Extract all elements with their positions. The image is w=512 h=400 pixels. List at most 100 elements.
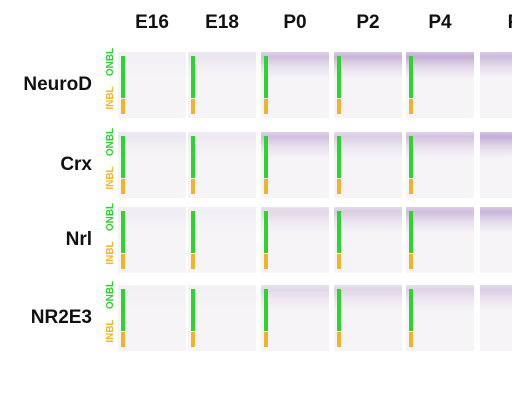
inbl-bar [191, 332, 195, 347]
onbl-bar [264, 56, 268, 98]
inbl-bar [121, 179, 125, 194]
stain-band [261, 52, 329, 79]
inbl-bar [191, 99, 195, 114]
micrograph-panel [261, 52, 329, 118]
micrograph-panel [480, 285, 512, 351]
stain-band [334, 132, 402, 159]
micrograph-panel [334, 285, 402, 351]
onbl-bar [409, 56, 413, 98]
onbl-label: ONBL [105, 202, 116, 232]
stain-band [480, 285, 512, 312]
onbl-bar [264, 211, 268, 253]
micrograph-panel [261, 132, 329, 198]
inbl-bar [191, 254, 195, 269]
column-label-p2: P2 [356, 12, 380, 33]
inbl-bar [337, 99, 341, 114]
inbl-bar [409, 179, 413, 194]
layer-label-group: ONBL INBL [105, 48, 116, 118]
micrograph-panel [118, 285, 186, 351]
stain-band [118, 207, 186, 234]
micrograph-panel [188, 285, 256, 351]
onbl-label: ONBL [105, 127, 116, 157]
stain-band [118, 132, 186, 159]
stain-band [118, 52, 186, 79]
stain-band [334, 207, 402, 234]
onbl-bar [121, 56, 125, 98]
inbl-bar [337, 254, 341, 269]
inbl-label: INBL [105, 86, 116, 110]
stain-band [334, 52, 402, 79]
micrograph-panel [406, 52, 474, 118]
row-label-crx: Crx [60, 154, 92, 175]
onbl-bar [121, 136, 125, 178]
onbl-bar [191, 56, 195, 98]
layer-label-group: ONBL INBL [105, 128, 116, 198]
onbl-bar [121, 289, 125, 331]
onbl-bar [191, 136, 195, 178]
micrograph-panel [334, 52, 402, 118]
stain-band [261, 285, 329, 312]
micrograph-panel [480, 132, 512, 198]
micrograph-panel [188, 207, 256, 273]
micrograph-panel [118, 52, 186, 118]
stain-band [188, 285, 256, 312]
stain-band [334, 285, 402, 312]
micrograph-panel [406, 285, 474, 351]
micrograph-panel [188, 52, 256, 118]
onbl-bar [264, 289, 268, 331]
onbl-bar [337, 56, 341, 98]
layer-label-group: ONBL INBL [105, 203, 116, 273]
micrograph-panel [406, 207, 474, 273]
onbl-bar [337, 136, 341, 178]
inbl-label: INBL [105, 166, 116, 190]
stain-band [480, 52, 512, 79]
micrograph-panel [261, 207, 329, 273]
onbl-bar [121, 211, 125, 253]
onbl-bar [191, 289, 195, 331]
micrograph-panel [480, 207, 512, 273]
inbl-bar [409, 254, 413, 269]
stain-band [261, 132, 329, 159]
inbl-bar [191, 179, 195, 194]
stain-band [480, 207, 512, 234]
onbl-bar [409, 289, 413, 331]
inbl-bar [409, 332, 413, 347]
onbl-label: ONBL [105, 280, 116, 310]
inbl-bar [121, 99, 125, 114]
inbl-bar [264, 179, 268, 194]
stain-band [406, 207, 474, 234]
onbl-label: ONBL [105, 47, 116, 77]
stain-band [406, 285, 474, 312]
inbl-bar [121, 332, 125, 347]
inbl-bar [409, 99, 413, 114]
stain-band [406, 52, 474, 79]
stain-band [188, 207, 256, 234]
onbl-bar [191, 211, 195, 253]
stain-band [188, 132, 256, 159]
inbl-bar [337, 179, 341, 194]
stain-band [188, 52, 256, 79]
micrograph-panel [406, 132, 474, 198]
micrograph-panel [334, 132, 402, 198]
inbl-bar [264, 254, 268, 269]
inbl-bar [264, 99, 268, 114]
column-label-e18: E18 [205, 12, 239, 33]
micrograph-panel [261, 285, 329, 351]
micrograph-panel [188, 132, 256, 198]
inbl-label: INBL [105, 319, 116, 343]
stain-band [261, 207, 329, 234]
onbl-bar [264, 136, 268, 178]
onbl-bar [337, 211, 341, 253]
micrograph-panel [118, 207, 186, 273]
inbl-label: INBL [105, 241, 116, 265]
stain-band [406, 132, 474, 159]
micrograph-panel [118, 132, 186, 198]
column-label-p: P [508, 10, 512, 36]
column-label-e16: E16 [135, 12, 169, 33]
column-label-p0: P0 [283, 12, 307, 33]
micrograph-panel [480, 52, 512, 118]
onbl-bar [337, 289, 341, 331]
stain-band [118, 285, 186, 312]
row-label-nr2e3: NR2E3 [30, 307, 92, 328]
